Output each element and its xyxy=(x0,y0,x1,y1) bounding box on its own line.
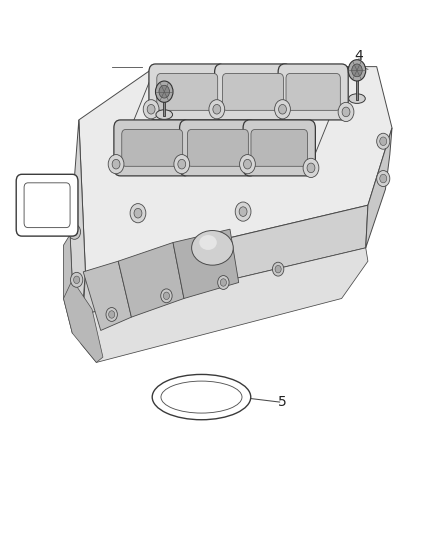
Polygon shape xyxy=(83,205,368,314)
Circle shape xyxy=(163,292,170,300)
Circle shape xyxy=(209,100,225,119)
Ellipse shape xyxy=(152,374,251,420)
Circle shape xyxy=(338,102,354,122)
Ellipse shape xyxy=(156,110,173,119)
Circle shape xyxy=(377,171,390,187)
Circle shape xyxy=(106,308,117,321)
FancyBboxPatch shape xyxy=(223,74,283,110)
Circle shape xyxy=(377,133,390,149)
FancyBboxPatch shape xyxy=(157,74,218,110)
FancyBboxPatch shape xyxy=(180,120,256,176)
Polygon shape xyxy=(81,248,368,362)
Circle shape xyxy=(68,224,81,239)
Polygon shape xyxy=(64,235,81,333)
Circle shape xyxy=(275,100,290,119)
FancyBboxPatch shape xyxy=(16,174,78,236)
FancyBboxPatch shape xyxy=(122,130,183,166)
Text: 2: 2 xyxy=(149,76,158,90)
Circle shape xyxy=(130,204,146,223)
Circle shape xyxy=(235,202,251,221)
Circle shape xyxy=(159,85,170,98)
Ellipse shape xyxy=(192,230,233,265)
Circle shape xyxy=(112,159,120,169)
Circle shape xyxy=(342,107,350,117)
Circle shape xyxy=(155,81,173,102)
Circle shape xyxy=(134,208,142,218)
Circle shape xyxy=(108,155,124,174)
FancyBboxPatch shape xyxy=(278,64,348,120)
Circle shape xyxy=(380,137,387,146)
FancyBboxPatch shape xyxy=(149,64,226,120)
Polygon shape xyxy=(64,280,103,362)
Circle shape xyxy=(220,279,226,286)
FancyBboxPatch shape xyxy=(187,130,248,166)
Circle shape xyxy=(240,155,255,174)
Circle shape xyxy=(218,276,229,289)
Polygon shape xyxy=(173,229,239,298)
Circle shape xyxy=(161,289,172,303)
FancyBboxPatch shape xyxy=(251,130,307,166)
Circle shape xyxy=(143,100,159,119)
Circle shape xyxy=(272,262,284,276)
FancyBboxPatch shape xyxy=(286,74,340,110)
Circle shape xyxy=(352,64,362,77)
Circle shape xyxy=(71,228,78,236)
Circle shape xyxy=(275,265,281,273)
Polygon shape xyxy=(79,67,392,272)
Circle shape xyxy=(380,174,387,183)
Circle shape xyxy=(307,163,315,173)
Polygon shape xyxy=(83,261,131,330)
FancyBboxPatch shape xyxy=(24,183,70,228)
Polygon shape xyxy=(118,243,184,317)
Ellipse shape xyxy=(349,94,365,103)
Circle shape xyxy=(147,104,155,114)
Text: 4: 4 xyxy=(355,49,364,63)
Ellipse shape xyxy=(199,235,217,250)
Circle shape xyxy=(213,104,221,114)
Text: 5: 5 xyxy=(278,395,287,409)
Circle shape xyxy=(178,159,186,169)
Circle shape xyxy=(174,155,190,174)
Text: 1: 1 xyxy=(35,198,44,212)
FancyBboxPatch shape xyxy=(114,120,191,176)
Circle shape xyxy=(109,311,115,318)
Circle shape xyxy=(303,158,319,177)
Polygon shape xyxy=(70,120,85,328)
Text: 3: 3 xyxy=(230,76,239,90)
FancyBboxPatch shape xyxy=(243,120,315,176)
Circle shape xyxy=(348,60,366,81)
Circle shape xyxy=(244,159,251,169)
Ellipse shape xyxy=(161,381,242,413)
Polygon shape xyxy=(366,128,392,248)
Circle shape xyxy=(71,272,83,287)
FancyBboxPatch shape xyxy=(215,64,291,120)
Circle shape xyxy=(239,207,247,216)
Circle shape xyxy=(74,276,80,284)
Circle shape xyxy=(279,104,286,114)
